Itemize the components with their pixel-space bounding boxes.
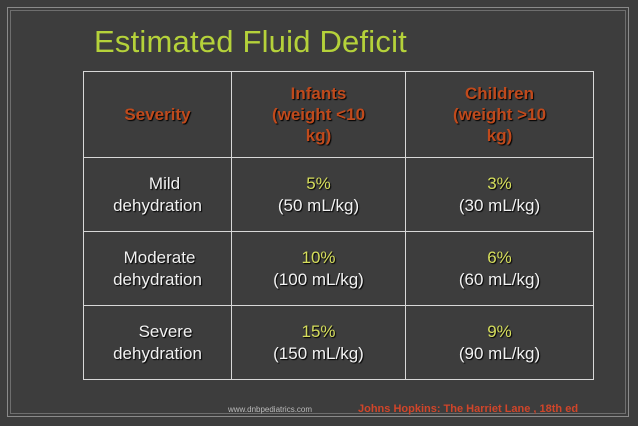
- header-children-line-1: Children: [465, 84, 534, 103]
- infants-volume: (150 mL/kg): [273, 343, 364, 363]
- fluid-deficit-table: Severity Infants (weight <10 kg) Childre…: [83, 71, 594, 380]
- header-children-line-3: kg): [486, 126, 513, 145]
- website-credit: www.dnbpediatrics.com: [228, 405, 313, 414]
- severity-label-line-1: Mild: [148, 173, 181, 193]
- infants-percent: 5%: [306, 173, 331, 193]
- children-volume: (90 mL/kg): [458, 343, 541, 363]
- table-row: Mild dehydration 5% (50 mL/kg) 3% (30 mL…: [83, 157, 594, 232]
- infants-percent: 10%: [301, 247, 336, 267]
- severity-label-line-2: dehydration: [113, 343, 202, 363]
- severity-label-line-1: Severe: [138, 321, 193, 341]
- slide-title: Estimated Fluid Deficit: [94, 24, 407, 59]
- source-citation: Johns Hopkins: The Harriet Lane , 18th e…: [358, 403, 579, 415]
- severity-cell-severe: Severe dehydration: [83, 305, 232, 380]
- children-volume: (30 mL/kg): [458, 195, 541, 215]
- children-volume: (60 mL/kg): [458, 269, 541, 289]
- severity-label-line-2: dehydration: [113, 269, 202, 289]
- slide-frame-outer: [7, 7, 629, 417]
- header-severity: Severity: [83, 71, 232, 158]
- table-row: Moderate dehydration 10% (100 mL/kg) 6% …: [83, 231, 594, 306]
- infants-cell-severe: 15% (150 mL/kg): [231, 305, 406, 380]
- infants-volume: (100 mL/kg): [273, 269, 364, 289]
- infants-cell-moderate: 10% (100 mL/kg): [231, 231, 406, 306]
- slide-frame-inner: [10, 10, 626, 414]
- children-percent: 9%: [487, 321, 512, 341]
- children-percent: 3%: [487, 173, 512, 193]
- severity-label-line-1: Moderate: [123, 247, 196, 267]
- severity-cell-moderate: Moderate dehydration: [83, 231, 232, 306]
- infants-percent: 15%: [301, 321, 336, 341]
- children-percent: 6%: [487, 247, 512, 267]
- header-infants: Infants (weight <10 kg): [231, 71, 406, 158]
- severity-cell-mild: Mild dehydration: [83, 157, 232, 232]
- header-infants-line-3: kg): [305, 126, 332, 145]
- severity-label-line-2: dehydration: [113, 195, 202, 215]
- infants-volume: (50 mL/kg): [277, 195, 360, 215]
- infants-cell-mild: 5% (50 mL/kg): [231, 157, 406, 232]
- header-infants-line-2: (weight <10: [271, 105, 366, 124]
- header-infants-line-1: Infants: [290, 84, 347, 103]
- header-children-line-2: (weight >10: [452, 105, 547, 124]
- table-header-row: Severity Infants (weight <10 kg) Childre…: [83, 71, 594, 158]
- header-children: Children (weight >10 kg): [405, 71, 594, 158]
- children-cell-mild: 3% (30 mL/kg): [405, 157, 594, 232]
- children-cell-moderate: 6% (60 mL/kg): [405, 231, 594, 306]
- table-row: Severe dehydration 15% (150 mL/kg) 9% (9…: [83, 305, 594, 380]
- children-cell-severe: 9% (90 mL/kg): [405, 305, 594, 380]
